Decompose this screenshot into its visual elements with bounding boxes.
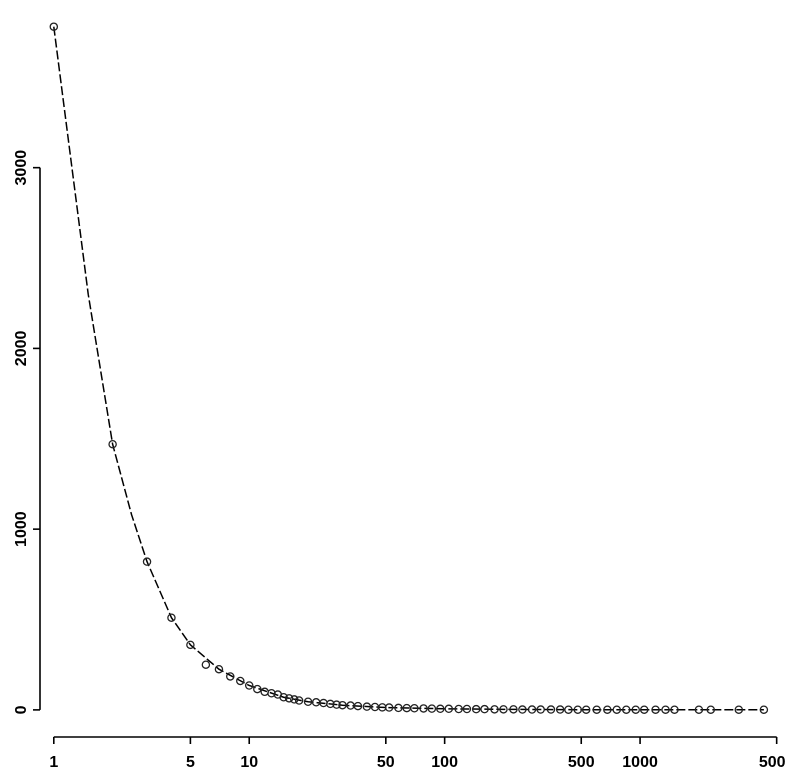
- data-point: [518, 705, 527, 714]
- data-point: [394, 703, 403, 713]
- data-point: [670, 705, 679, 714]
- data-point: [509, 705, 518, 714]
- data-point: [462, 704, 472, 714]
- data-point: [419, 704, 428, 713]
- y-tick-label: 1000: [13, 511, 30, 547]
- data-point: [581, 705, 591, 714]
- data-point: [410, 704, 419, 713]
- data-point: [546, 705, 556, 714]
- x-tick-label: 500: [568, 754, 595, 771]
- data-point: [631, 705, 640, 714]
- data-point: [527, 705, 537, 714]
- data-point: [226, 672, 235, 681]
- x-tick-label: 10: [240, 754, 258, 771]
- data-point: [499, 705, 508, 714]
- data-point: [555, 705, 565, 714]
- data-point: [480, 704, 489, 714]
- y-tick-label: 2000: [13, 331, 30, 367]
- data-point: [694, 705, 704, 714]
- data-point: [332, 700, 341, 709]
- data-point: [290, 695, 299, 704]
- data-point: [186, 640, 195, 650]
- data-point: [661, 705, 670, 714]
- data-point: [471, 704, 481, 714]
- data-point: [284, 694, 294, 703]
- x-tick-label: 5: [186, 754, 195, 771]
- data-point: [651, 705, 660, 714]
- data-point: [294, 696, 304, 705]
- data-point: [326, 699, 335, 709]
- data-point: [622, 705, 631, 714]
- data-point: [49, 22, 59, 31]
- data-point: [427, 704, 437, 713]
- data-point: [639, 705, 649, 714]
- data-point: [260, 687, 269, 697]
- data-point: [167, 613, 176, 622]
- x-tick-label: 1: [49, 754, 58, 771]
- data-point: [253, 684, 262, 694]
- data-points: [49, 22, 769, 714]
- x-tick-label: 100: [431, 754, 458, 771]
- data-point: [734, 705, 744, 714]
- fit-line-path: [53, 26, 764, 711]
- data-point: [338, 700, 347, 710]
- data-point: [759, 705, 769, 714]
- data-point: [244, 681, 254, 690]
- data-point: [353, 701, 363, 711]
- data-point: [536, 705, 545, 714]
- x-tick-label: 50: [377, 754, 395, 771]
- data-point: [142, 557, 152, 566]
- data-point: [444, 704, 454, 714]
- fit-line: [53, 26, 764, 711]
- data-point: [279, 692, 288, 702]
- data-point: [490, 705, 499, 714]
- data-point: [303, 697, 313, 707]
- data-point: [454, 704, 463, 714]
- y-tick-label: 0: [13, 705, 30, 714]
- axes: 0 1000 2000 3000 1 5 10 50 100 500 1000 5000: [13, 150, 786, 771]
- data-point: [706, 705, 716, 714]
- data-point: [214, 664, 224, 674]
- data-point: [592, 705, 601, 714]
- data-point: [564, 705, 573, 714]
- data-point: [384, 703, 394, 712]
- data-point: [362, 702, 372, 711]
- data-point: [267, 689, 276, 698]
- data-point: [612, 705, 622, 714]
- data-point: [436, 704, 445, 714]
- data-point: [201, 660, 211, 669]
- x-tick-label: 5000: [759, 754, 786, 771]
- y-tick-label: 3000: [13, 150, 30, 186]
- data-point: [236, 676, 245, 686]
- data-point: [573, 705, 583, 714]
- data-point: [603, 705, 612, 714]
- data-point: [108, 439, 117, 449]
- x-tick-label: 1000: [622, 754, 658, 771]
